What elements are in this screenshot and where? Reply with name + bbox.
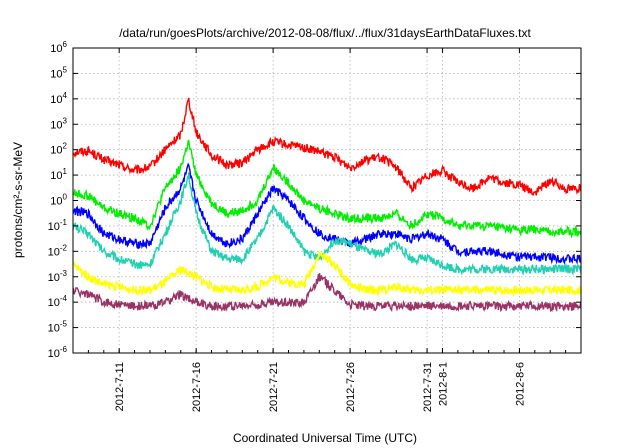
x-tick-label: 2012-7-26 [345, 362, 357, 412]
series-line [72, 162, 581, 266]
y-tick-label: 101 [50, 167, 67, 182]
y-tick-label: 10-4 [48, 294, 68, 309]
series-line [72, 97, 582, 196]
y-tick-label: 100 [50, 193, 67, 208]
series-line [72, 251, 582, 297]
y-axis-label: protons/cm²-s-sr-MeV [11, 142, 25, 258]
y-axis: 10-6 10-5 10-4 10-3 10-2 10-1 100 101 102 103 104 1… [48, 40, 581, 360]
x-axis: 2012-7-11 2012-7-16 2012-7-21 2012-7-26 2012… [72, 48, 582, 412]
y-tick-label: 103 [50, 116, 67, 131]
x-tick-label: 2012-7-16 [191, 362, 203, 412]
series-line [72, 273, 582, 313]
series-layer [72, 97, 582, 313]
y-tick-label: 102 [50, 142, 67, 157]
chart-title: /data/run/goesPlots/archive/2012-08-08/f… [119, 26, 531, 40]
x-tick-label: 2012-8-6 [514, 362, 526, 406]
y-tick-label: 10-6 [48, 345, 68, 360]
y-tick-label: 10-5 [48, 320, 68, 335]
y-tick-label: 10-3 [48, 269, 68, 284]
y-tick-label: 105 [50, 65, 67, 80]
y-tick-label: 104 [50, 91, 67, 106]
y-tick-label: 106 [50, 40, 67, 55]
x-axis-label: Coordinated Universal Time (UTC) [233, 431, 417, 445]
y-tick-label: 10-2 [48, 243, 68, 258]
x-tick-label: 2012-7-31 [422, 362, 434, 412]
series-line [72, 172, 582, 276]
x-tick-label: 2012-7-11 [114, 362, 126, 411]
x-tick-label: 2012-7-21 [268, 362, 280, 412]
series-line [72, 139, 582, 239]
y-tick-label: 10-1 [48, 218, 68, 233]
x-tick-label: 2012-8-1 [437, 362, 449, 406]
